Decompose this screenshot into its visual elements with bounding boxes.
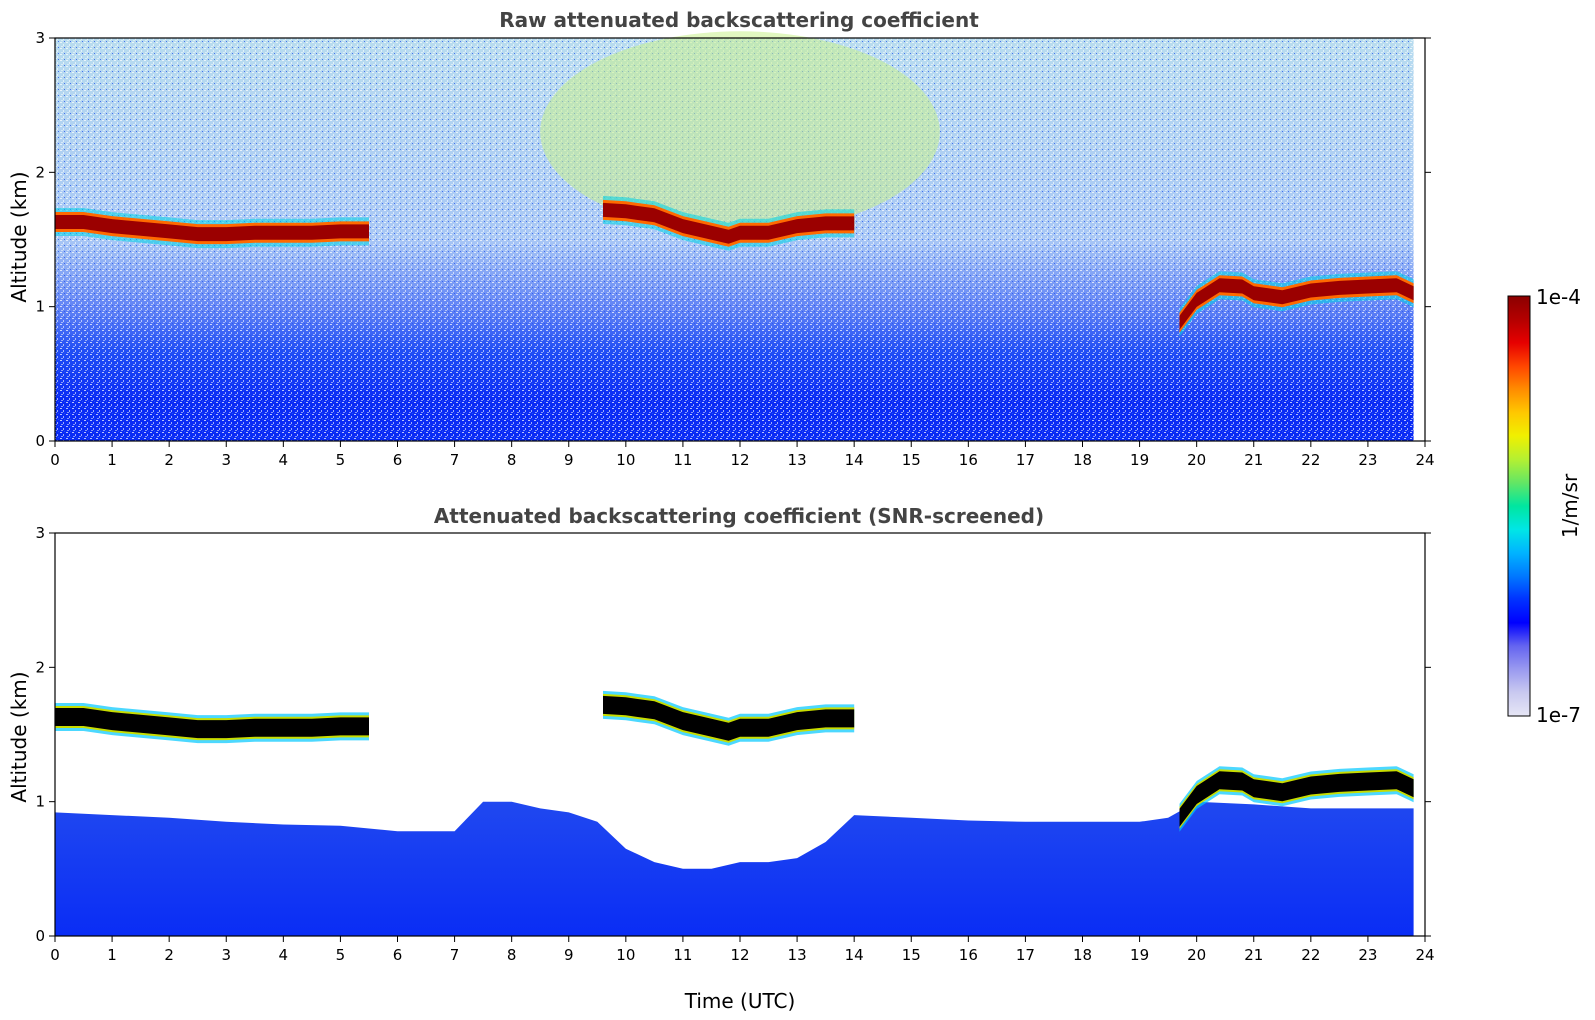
y-tick-label: 3 [35,524,45,542]
snr-x-axis: 0 1 2 3 4 5 6 7 8 9 10 11 12 13 14 15 16 17 18 19 20 21 22 23 24 [50,936,1435,964]
x-tick-label: 7 [450,946,460,964]
x-tick-label: 10 [616,946,635,964]
x-tick-label: 18 [1073,946,1092,964]
x-tick-label: 0 [50,451,60,469]
x-tick-label: 23 [1358,946,1377,964]
x-tick-label: 13 [788,946,807,964]
y-tick-label: 1 [35,793,45,811]
cloud-layer [603,202,855,244]
x-tick-label: 15 [902,451,921,469]
x-tick-label: 5 [336,946,346,964]
x-tick-label: 8 [507,451,517,469]
x-tick-label: 2 [164,946,174,964]
y-tick-label: 0 [35,927,45,945]
raw-daytime-noise-region [540,31,940,233]
x-tick-label: 11 [673,946,692,964]
x-tick-label: 12 [730,451,749,469]
x-tick-label: 10 [616,451,635,469]
x-tick-label: 17 [1016,946,1035,964]
x-tick-label: 8 [507,946,517,964]
y-tick-label: 3 [35,29,45,47]
x-tick-label: 3 [221,451,231,469]
x-tick-label: 20 [1187,946,1206,964]
cloud-layer [55,215,369,242]
x-axis-label: Time (UTC) [684,989,796,1013]
x-tick-label: 16 [959,451,978,469]
y-tick-label: 0 [35,432,45,450]
raw-cloud-layers [55,195,1414,337]
x-tick-label: 6 [393,946,403,964]
x-tick-label: 23 [1358,451,1377,469]
x-tick-label: 16 [959,946,978,964]
x-tick-label: 17 [1016,451,1035,469]
x-tick-label: 21 [1244,946,1263,964]
x-tick-label: 7 [450,451,460,469]
x-tick-label: 14 [845,451,864,469]
raw-x-axis: 0 1 2 3 4 5 6 7 8 9 10 11 12 13 14 15 16 17 18 19 20 21 22 23 24 [50,441,1435,469]
cloud-layer [1179,771,1414,827]
snr-y-axis-label: Altitude (km) [7,671,31,802]
cloud-layer [1179,278,1414,330]
colorbar-scale [1507,295,1531,717]
x-tick-label: 11 [673,451,692,469]
y-tick-label: 2 [35,163,45,181]
colorbar-unit-label: 1/m/sr [1558,473,1582,538]
x-tick-label: 9 [564,451,574,469]
x-tick-label: 3 [221,946,231,964]
snr-y-axis: 0 1 2 3 [35,524,1431,945]
x-tick-label: 20 [1187,451,1206,469]
x-tick-label: 19 [1130,946,1149,964]
raw-panel-title: Raw attenuated backscattering coefficien… [499,8,979,32]
x-tick-label: 6 [393,451,403,469]
snr-boundary-layer-field [55,801,1414,936]
x-tick-label: 9 [564,946,574,964]
colorbar: 1e-4 1e-7 1/m/sr [1507,285,1582,727]
x-tick-label: 18 [1073,451,1092,469]
x-tick-label: 0 [50,946,60,964]
x-tick-label: 22 [1301,451,1320,469]
x-tick-label: 21 [1244,451,1263,469]
snr-backscatter-panel: Attenuated backscattering coefficient (S… [7,504,1435,1013]
y-tick-label: 2 [35,658,45,676]
x-tick-label: 24 [1415,451,1434,469]
y-tick-label: 1 [35,298,45,316]
x-tick-label: 12 [730,946,749,964]
colorbar-max-label: 1e-4 [1536,285,1581,309]
raw-backscatter-panel: Raw attenuated backscattering coefficien… [7,8,1435,469]
cloud-layer [55,708,369,739]
snr-cloud-layers [55,690,1414,832]
x-tick-label: 1 [107,451,117,469]
x-tick-label: 4 [279,946,289,964]
x-tick-label: 15 [902,946,921,964]
x-tick-label: 2 [164,451,174,469]
colorbar-min-label: 1e-7 [1536,703,1581,727]
cloud-layer [603,695,855,741]
x-tick-label: 1 [107,946,117,964]
cloud-layer-edge [603,199,855,247]
x-tick-label: 5 [336,451,346,469]
x-tick-label: 24 [1415,946,1434,964]
x-tick-label: 22 [1301,946,1320,964]
x-tick-label: 14 [845,946,864,964]
x-tick-label: 19 [1130,451,1149,469]
raw-y-axis-label: Altitude (km) [7,171,31,302]
x-tick-label: 4 [279,451,289,469]
x-tick-label: 13 [788,451,807,469]
raw-y-axis: 0 1 2 3 [35,29,1431,450]
snr-panel-title: Attenuated backscattering coefficient (S… [434,504,1044,528]
